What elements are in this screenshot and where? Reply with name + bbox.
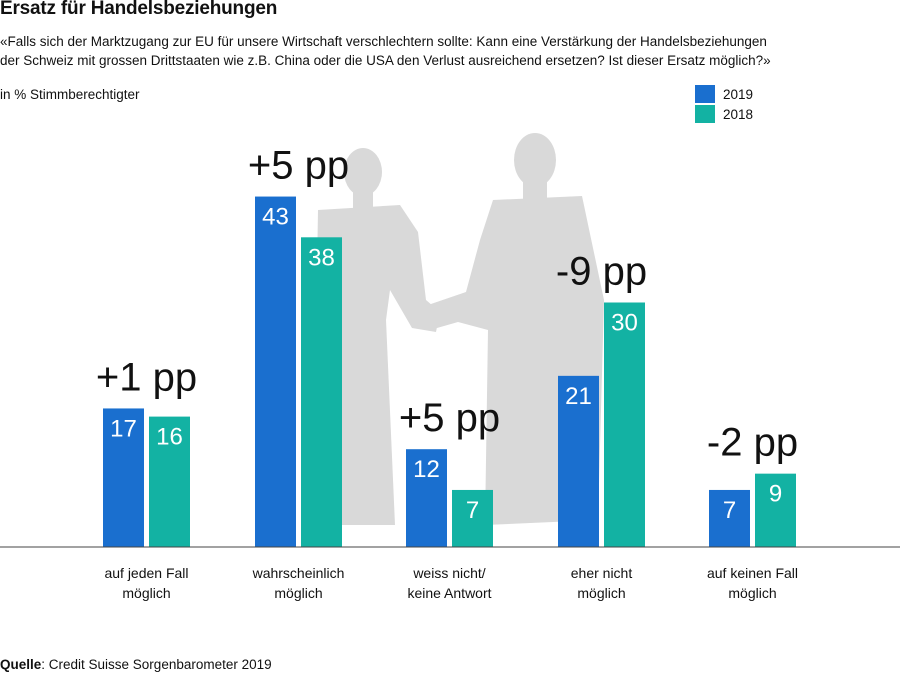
category-label-0-1: möglich [122, 585, 170, 601]
bar-2018-2 [452, 489, 493, 547]
unit-label: in % Stimmberechtigter [0, 87, 140, 102]
legend-label-2018: 2018 [723, 106, 754, 122]
category-label-0-0: auf jeden Fall [104, 565, 188, 581]
labels: 17 16 +1 pp auf jeden Fall möglich 43 38 +5 pp w… [96, 144, 798, 601]
bar-value-2018-0: 16 [156, 424, 183, 451]
bar-value-2018-1: 38 [308, 244, 335, 271]
category-label-4-0: auf keinen Fall [707, 565, 798, 581]
change-label-2: +5 pp [399, 396, 500, 440]
category-label-4-1: möglich [728, 585, 776, 601]
bar-value-2018-3: 30 [611, 310, 638, 337]
bar-2018-3 [604, 302, 645, 547]
category-label-1-1: möglich [274, 585, 322, 601]
bar-value-2018-4: 9 [769, 481, 782, 508]
bar-value-2019-1: 43 [262, 204, 289, 231]
bar-2019-3 [558, 375, 599, 547]
change-label-0: +1 pp [96, 355, 197, 399]
category-label-3-1: möglich [577, 585, 625, 601]
change-label-3: -9 pp [556, 250, 647, 294]
category-label-1-0: wahrscheinlich [252, 565, 345, 581]
bar-value-2019-2: 12 [413, 456, 440, 483]
legend-item-2019: 2019 [695, 84, 753, 104]
question-line-2: der Schweiz mit grossen Drittstaaten wie… [0, 53, 771, 68]
survey-question: «Falls sich der Marktzugang zur EU für u… [0, 32, 800, 70]
change-label-4: -2 pp [707, 421, 798, 465]
bar-2019-4 [709, 489, 750, 547]
legend-swatch-2019 [695, 85, 715, 103]
bar-2018-0 [149, 416, 190, 547]
bar-2018-1 [301, 237, 342, 548]
bar-2019-1 [255, 196, 296, 548]
bar-2019-2 [406, 449, 447, 547]
legend-label-2019: 2019 [723, 86, 754, 102]
legend-swatch-2018 [695, 105, 715, 123]
legend: 2019 2018 [695, 84, 753, 124]
change-label-1: +5 pp [248, 144, 349, 188]
chart-title: Ersatz für Handelsbeziehungen [0, 0, 278, 19]
source-label: Quelle [0, 657, 42, 672]
source-note: Quelle: Credit Suisse Sorgenbarometer 20… [0, 657, 272, 672]
bar-value-2019-0: 17 [110, 415, 137, 442]
bar-2019-0 [103, 408, 144, 547]
bars [103, 196, 796, 548]
bar-value-2019-3: 21 [565, 383, 592, 410]
legend-item-2018: 2018 [695, 104, 753, 124]
category-label-2-1: keine Antwort [407, 585, 491, 601]
source-text: : Credit Suisse Sorgenbarometer 2019 [41, 657, 272, 672]
bar-value-2018-2: 7 [466, 497, 479, 524]
question-line-1: «Falls sich der Marktzugang zur EU für u… [0, 34, 767, 49]
bar-value-2019-4: 7 [723, 497, 736, 524]
category-label-3-0: eher nicht [571, 565, 633, 581]
category-label-2-0: weiss nicht/ [412, 565, 485, 581]
bar-2018-4 [755, 473, 796, 547]
